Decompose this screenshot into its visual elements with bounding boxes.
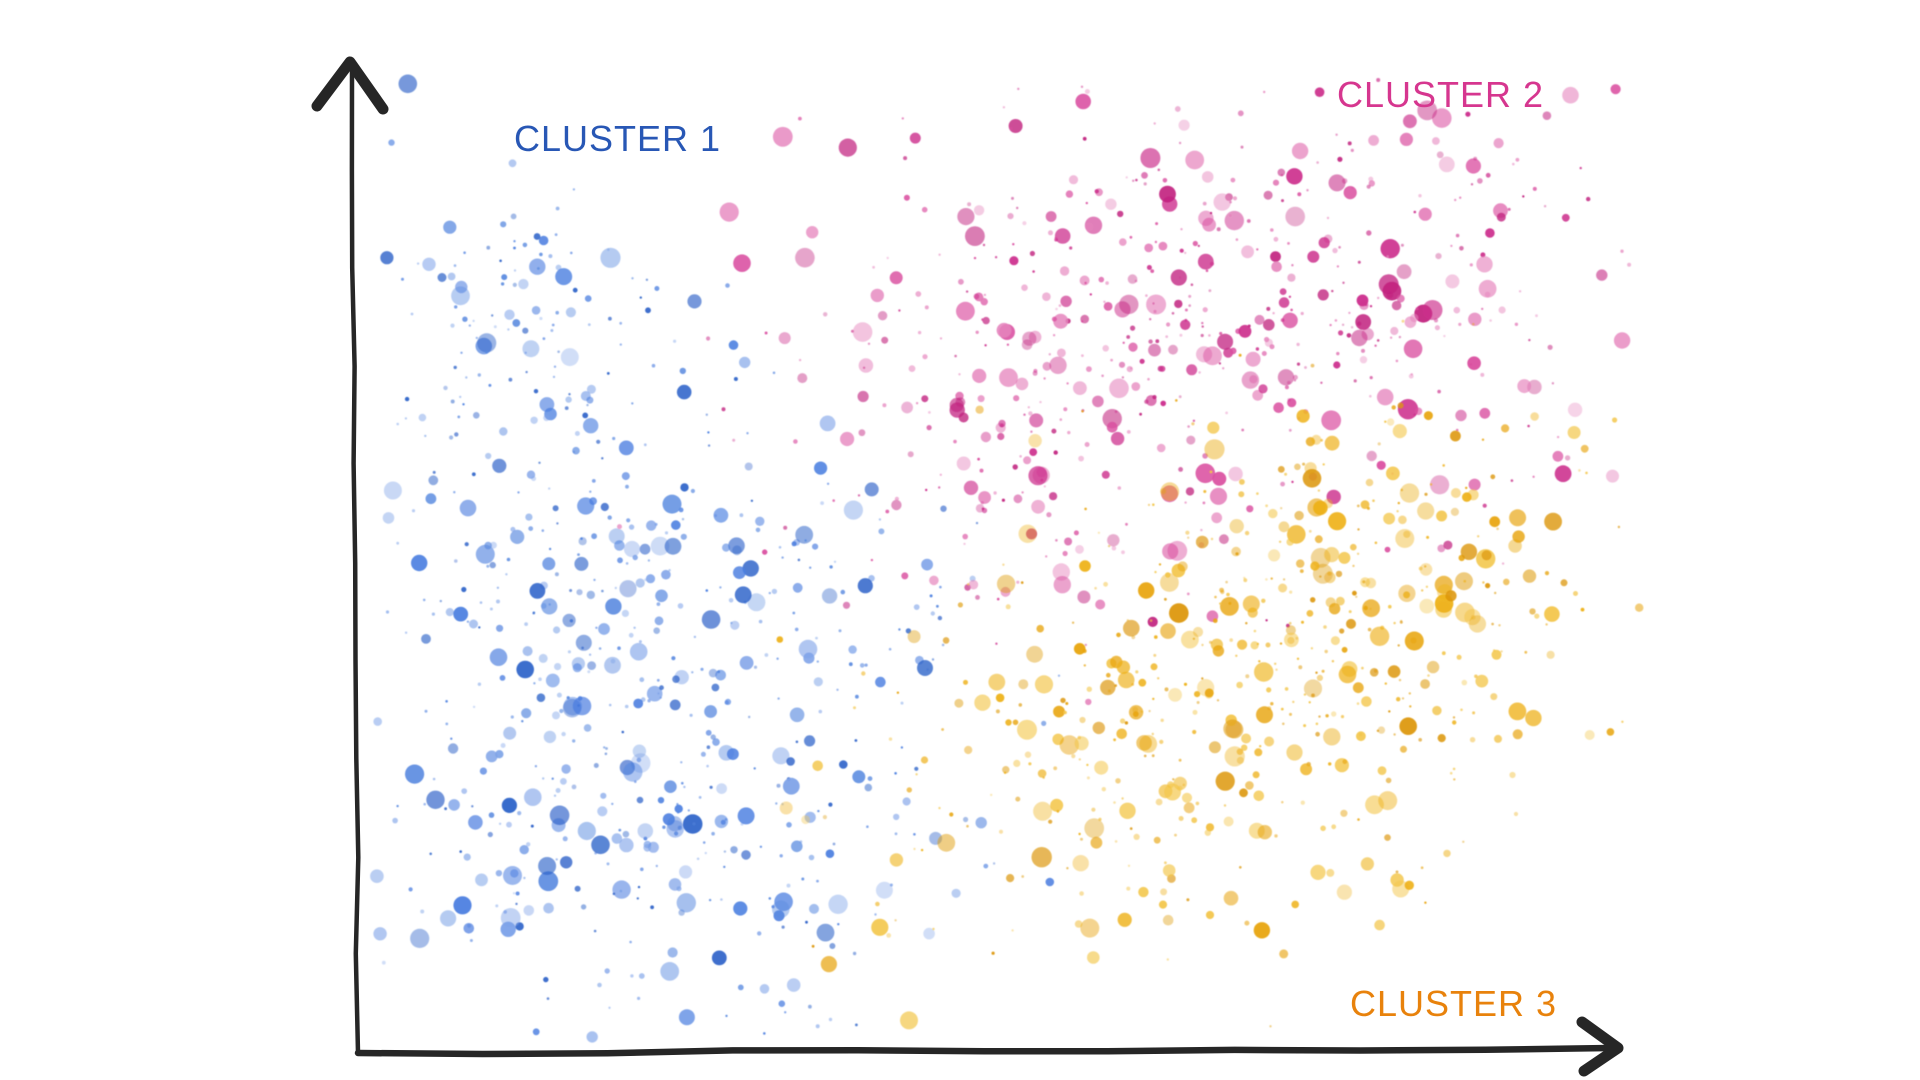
- y-axis-arrowhead-icon: [311, 56, 389, 115]
- x-axis-line: [354, 1044, 1614, 1058]
- cluster-2-dots: [617, 78, 1632, 706]
- cluster-1-label-text: CLUSTER 1: [514, 118, 722, 159]
- cluster-3-dots: [776, 319, 1644, 1030]
- cluster-3-label: CLUSTER 3: [1350, 983, 1557, 1025]
- cluster-2-label-text: CLUSTER 2: [1337, 74, 1545, 115]
- cluster-2-label: CLUSTER 2: [1337, 74, 1544, 116]
- axes: [311, 56, 1624, 1077]
- y-axis-line: [349, 69, 361, 1056]
- cluster-1-label: CLUSTER 1: [514, 118, 721, 160]
- cluster-3-label-text: CLUSTER 3: [1350, 983, 1558, 1024]
- cluster-1-dots: [370, 74, 1061, 1043]
- x-axis-arrowhead-icon: [1576, 1016, 1624, 1077]
